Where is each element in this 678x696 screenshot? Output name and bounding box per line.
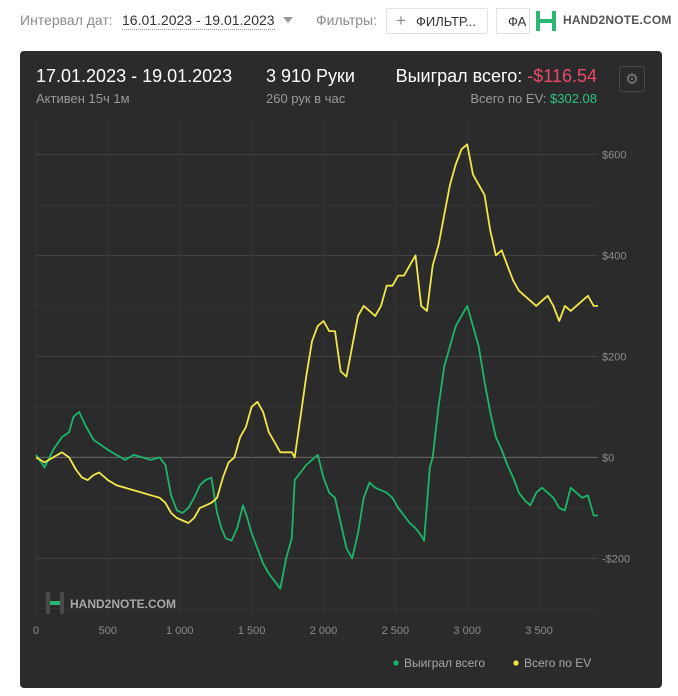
add-filter-label: ФИЛЬТР... [416,14,476,29]
plus-icon: + [396,11,406,30]
legend-ev-swatch [513,660,519,666]
hands-count: 3 910 Руки [266,66,355,86]
x-tick-label: 2 500 [382,625,410,637]
total-ev: Всего по EV: $302.08 [470,91,597,106]
results-line-chart: HAND2NOTE.COM $600 $400 $200 $0 -$200 0 500 1 0… [33,119,630,670]
legend-won-swatch [393,660,399,666]
session-date-range: 17.01.2023 - 19.01.2023 [36,66,233,86]
date-interval-select[interactable]: 16.01.2023 - 19.01.2023 [122,12,275,30]
hand2note-logo-icon [536,11,556,31]
y-tick-label: $0 [602,452,614,464]
x-tick-label: 1 500 [238,625,266,637]
x-tick-label: 500 [99,625,117,637]
date-interval-label: Интервал дат: [20,12,113,28]
watermark-text: HAND2NOTE.COM [70,597,176,611]
active-time: Активен 15ч 1м [36,91,130,106]
x-tick-label: 0 [33,625,39,637]
gear-icon[interactable]: ⚙ [619,66,645,92]
add-filter-button[interactable]: + ФИЛЬТР... [386,8,488,34]
x-tick-label: 3 500 [525,625,553,637]
total-won-label: Выиграл всего: [395,66,523,86]
y-tick-label: $600 [602,149,626,161]
x-tick-label: 3 000 [453,625,481,637]
total-ev-value: $302.08 [550,91,597,106]
filter-toolbar: Интервал дат: 16.01.2023 - 19.01.2023 Фи… [0,0,678,44]
x-tick-label: 1 000 [166,625,194,637]
y-tick-label: -$200 [602,553,630,565]
y-tick-label: $200 [602,351,626,363]
chevron-down-icon[interactable] [283,17,293,23]
brand-logo: HAND2NOTE.COM [534,8,674,34]
watermark: HAND2NOTE.COM [46,592,176,614]
hands-per-hour: 260 рук в час [266,91,346,106]
chart-legend: Выиграл всего Всего по EV [393,656,591,670]
won-series-line [35,305,598,590]
total-ev-label: Всего по EV: [470,91,547,106]
results-graph-card: 17.01.2023 - 19.01.2023 Активен 15ч 1м 3… [20,51,662,688]
brand-logo-text: HAND2NOTE.COM [563,13,672,27]
total-won: Выиграл всего: -$116.54 [396,66,597,87]
x-tick-label: 2 000 [310,625,338,637]
filters-label: Фильтры: [316,12,377,28]
ev-series-line [35,143,598,524]
fa-button[interactable]: ФА [496,8,530,34]
y-tick-label: $400 [602,250,626,262]
total-won-value: -$116.54 [527,66,597,86]
legend-won-label[interactable]: Выиграл всего [404,656,485,670]
legend-ev-label[interactable]: Всего по EV [524,656,591,670]
